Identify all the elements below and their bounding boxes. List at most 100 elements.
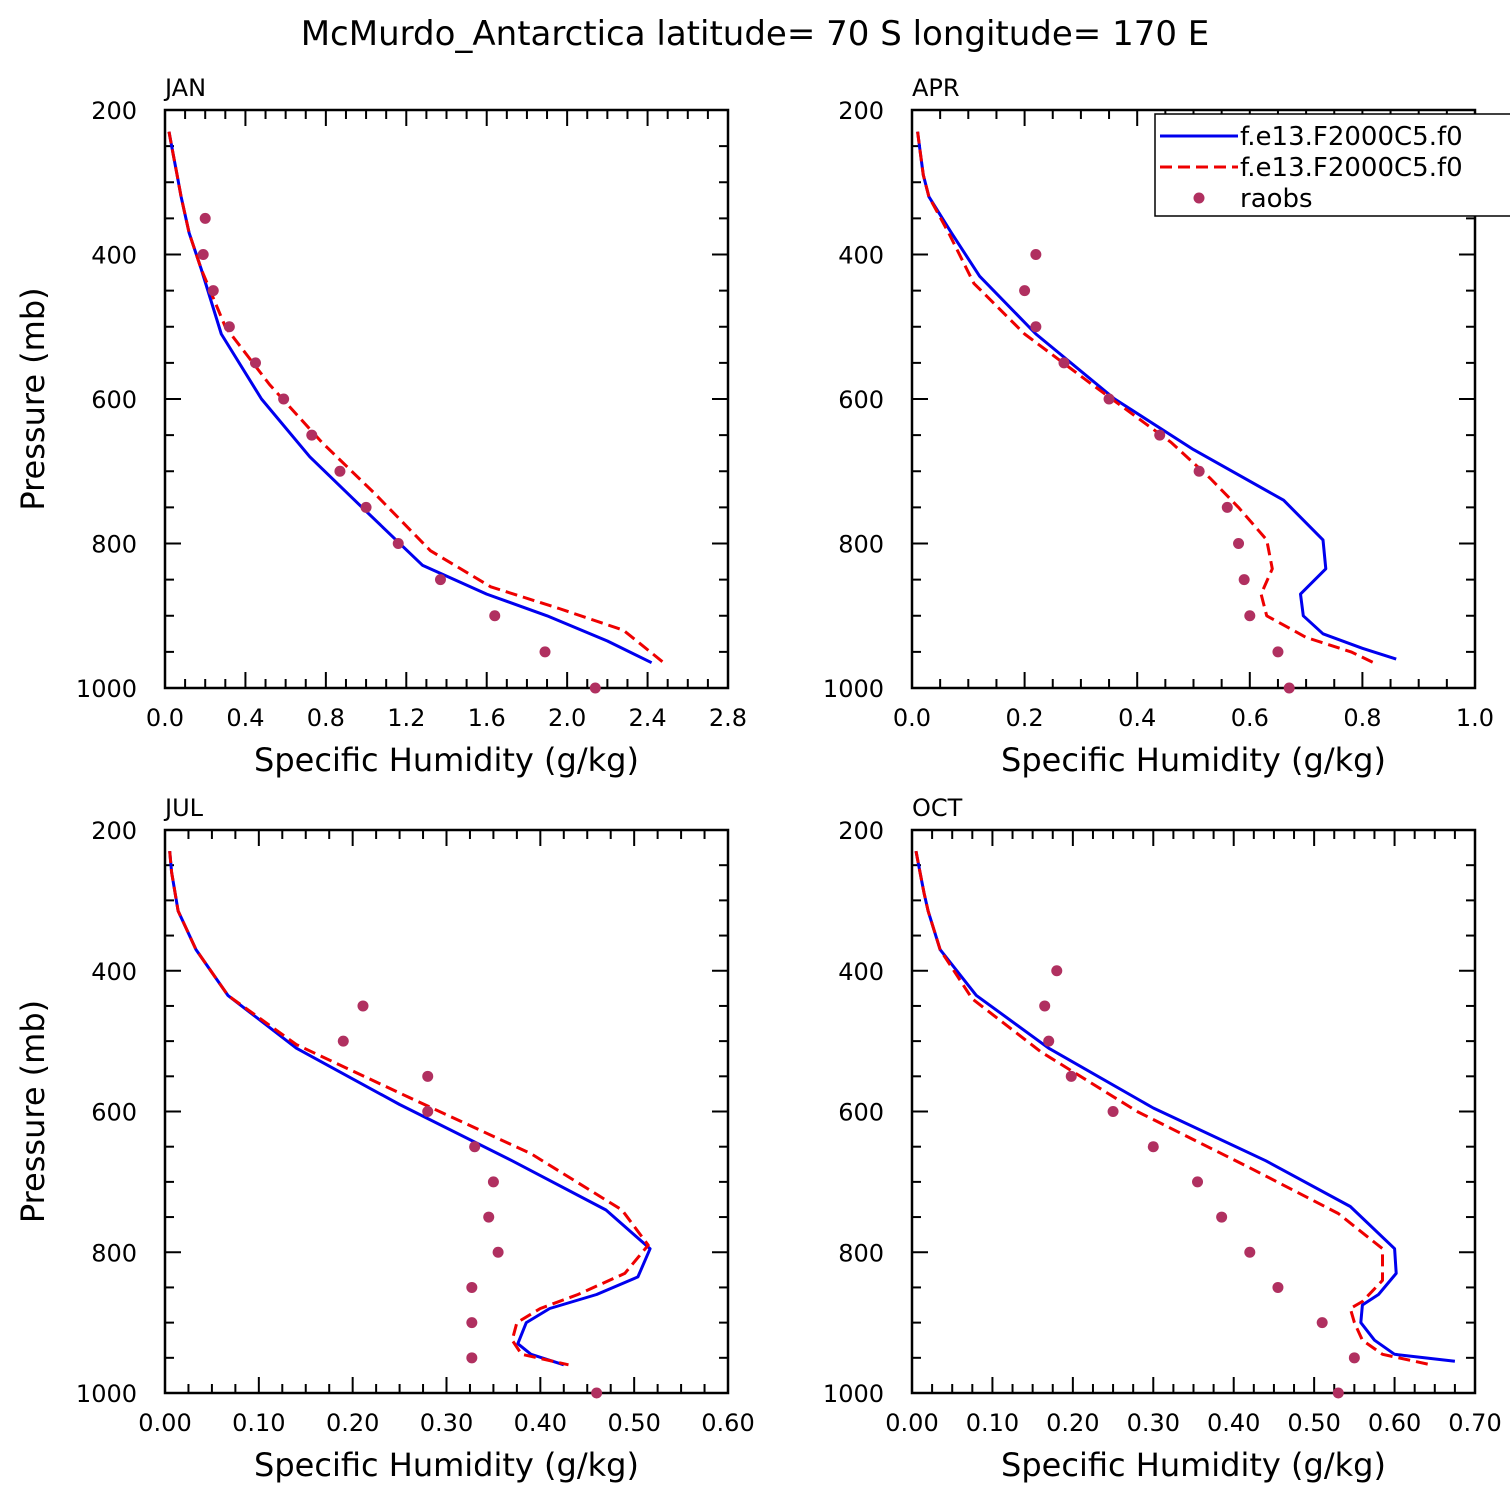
x-tick-label: 0.6 <box>1231 704 1269 732</box>
raobs-point <box>197 249 209 260</box>
panel-title: OCT <box>912 794 963 822</box>
raobs-point <box>1316 1317 1328 1329</box>
raobs-point <box>487 1176 499 1188</box>
series-line-solid <box>167 131 653 665</box>
raobs-point <box>1221 501 1233 513</box>
raobs-point <box>1272 1281 1284 1293</box>
x-tick-label: 0.40 <box>1207 1409 1260 1437</box>
raobs-point <box>357 1000 369 1012</box>
legend-marker <box>1193 192 1205 204</box>
y-axis-label: Pressure (mb) <box>14 1000 52 1223</box>
raobs-point <box>1107 1106 1119 1117</box>
x-tick-label: 2.4 <box>628 704 666 732</box>
panel-title: JUL <box>163 794 204 822</box>
x-tick-label: 1.0 <box>1456 704 1494 732</box>
raobs-point <box>1030 321 1042 333</box>
raobs-point <box>1058 357 1070 369</box>
chart-panel-apr: 0.0 0.2 0.4 0.6 0.8 1.0 200 400 600 800 1000 APR Spe… <box>823 74 1494 779</box>
x-tick-label: 0.40 <box>514 1409 567 1437</box>
panel-title: JAN <box>163 74 206 102</box>
x-tick-label: 0.60 <box>1368 1409 1421 1437</box>
x-tick-label: 0.30 <box>420 1409 473 1437</box>
x-axis-label: Specific Humidity (g/kg) <box>1001 1446 1386 1484</box>
x-tick-label: 0.30 <box>1127 1409 1180 1437</box>
raobs-point <box>422 1070 434 1082</box>
y-tick-label: 200 <box>838 817 884 845</box>
y-axis-label: Pressure (mb) <box>14 287 52 510</box>
raobs-point <box>1154 429 1166 441</box>
x-tick-label: 2.0 <box>548 704 586 732</box>
panels: 0.0 0.4 0.8 1.2 1.6 2.0 2.4 2.8 200 400 600 800 1000… <box>14 74 1502 1484</box>
raobs-point <box>1043 1035 1055 1047</box>
x-tick-label: 1.6 <box>468 704 506 732</box>
y-tick-label: 1000 <box>823 1380 884 1408</box>
legend-label: raobs <box>1240 184 1313 214</box>
x-tick-label: 0.20 <box>1046 1409 1099 1437</box>
x-tick-label: 0.20 <box>326 1409 379 1437</box>
raobs-point <box>1039 1000 1051 1012</box>
series-line-solid <box>914 850 1456 1363</box>
raobs-point <box>1019 285 1031 297</box>
series-line-dashed <box>914 850 1432 1367</box>
raobs-point <box>199 212 211 224</box>
x-axis-label: Specific Humidity (g/kg) <box>1001 741 1386 779</box>
raobs-point <box>249 357 261 369</box>
raobs-point <box>489 610 501 622</box>
x-tick-label: 0.8 <box>307 704 345 732</box>
raobs-point <box>589 682 601 694</box>
raobs-point <box>469 1141 481 1153</box>
raobs-point <box>1216 1211 1228 1223</box>
raobs-point <box>1193 465 1205 477</box>
y-tick-label: 600 <box>91 386 137 414</box>
raobs-point <box>1030 249 1042 260</box>
x-tick-label: 0.00 <box>885 1409 938 1437</box>
raobs-point <box>1348 1352 1360 1364</box>
plot-frame <box>910 828 1477 1395</box>
x-tick-label: 0.4 <box>226 704 264 732</box>
plot-frame <box>163 828 730 1395</box>
raobs-point <box>1233 538 1245 549</box>
y-tick-label: 600 <box>838 386 884 414</box>
x-tick-label: 2.8 <box>709 704 747 732</box>
raobs-point <box>466 1352 478 1364</box>
plot-data <box>916 131 1397 665</box>
plot-data <box>168 850 652 1367</box>
raobs-point <box>1192 1176 1204 1188</box>
y-tick-label: 800 <box>91 1239 137 1267</box>
y-tick-label: 600 <box>91 1099 137 1127</box>
raobs-point <box>334 465 346 477</box>
raobs-point <box>337 1035 349 1047</box>
raobs-point <box>360 501 372 513</box>
series-line-dashed <box>916 131 1375 665</box>
legend-box <box>1154 113 1510 217</box>
y-tick-label: 400 <box>838 242 884 270</box>
x-tick-label: 0.70 <box>1448 1409 1501 1437</box>
y-tick-label: 200 <box>838 97 884 125</box>
raobs-point <box>1272 646 1284 658</box>
main-title: McMurdo_Antarctica latitude= 70 S longit… <box>301 14 1210 54</box>
raobs-point <box>1103 393 1115 405</box>
plot-data <box>167 131 665 665</box>
raobs-point <box>278 393 290 405</box>
raobs-point <box>1051 965 1063 977</box>
x-tick-label: 0.10 <box>966 1409 1019 1437</box>
raobs-point <box>392 538 404 549</box>
x-tick-label: 0.0 <box>146 704 184 732</box>
raobs-point <box>1332 1387 1344 1399</box>
plot-data <box>914 850 1456 1367</box>
x-tick-label: 0.50 <box>1287 1409 1340 1437</box>
panel-title: APR <box>912 74 960 102</box>
y-tick-label: 600 <box>838 1099 884 1127</box>
x-tick-label: 0.10 <box>232 1409 285 1437</box>
raobs-point <box>492 1246 504 1258</box>
chart-panel-jul: 0.00 0.10 0.20 0.30 0.40 0.50 0.60 200 400 600 800… <box>14 794 755 1484</box>
y-tick-label: 400 <box>91 242 137 270</box>
y-tick-label: 400 <box>838 958 884 986</box>
x-tick-label: 0.8 <box>1343 704 1381 732</box>
y-tick-label: 1000 <box>823 675 884 703</box>
x-axis-label: Specific Humidity (g/kg) <box>254 1446 639 1484</box>
legend-label: f.e13.F2000C5.f0 <box>1240 153 1463 183</box>
y-tick-label: 400 <box>91 958 137 986</box>
y-tick-label: 800 <box>91 531 137 559</box>
